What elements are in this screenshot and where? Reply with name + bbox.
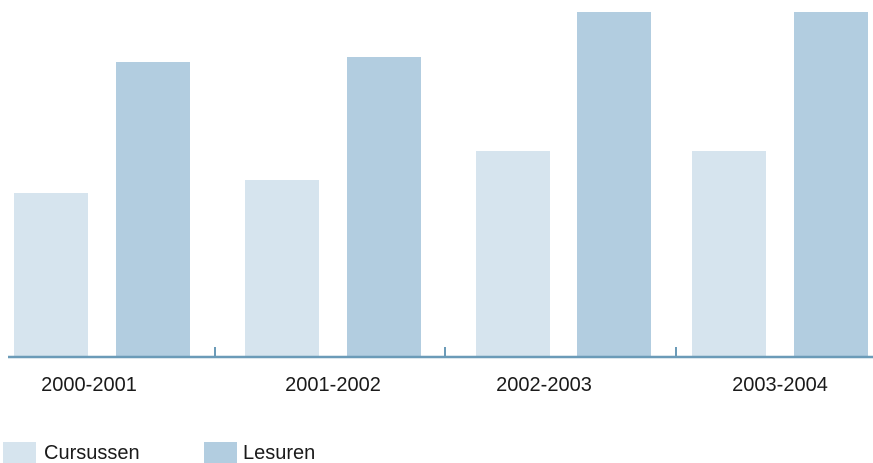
bar-cursussen-2000-2001: [14, 193, 88, 357]
x-tick-labels: 2000-2001 2001-2002 2002-2003 2003-2004: [41, 374, 828, 396]
legend: Cursussen Lesuren: [3, 442, 315, 463]
bar-lesuren-2000-2001: [116, 62, 190, 357]
bar-cursussen-2001-2002: [245, 180, 319, 357]
bar-lesuren-2003-2004: [794, 12, 868, 357]
x-tick-label: 2003-2004: [732, 374, 828, 396]
legend-label-lesuren: Lesuren: [243, 442, 315, 463]
bar-cursussen-2003-2004: [692, 151, 766, 357]
x-tick-label: 2000-2001: [41, 374, 137, 396]
legend-swatch-lesuren: [204, 442, 237, 463]
x-axis: [8, 347, 873, 359]
legend-swatch-cursussen: [3, 442, 36, 463]
x-tick-label: 2002-2003: [496, 374, 592, 396]
x-tick-label: 2001-2002: [285, 374, 381, 396]
legend-label-cursussen: Cursussen: [44, 442, 140, 463]
bars-group: [14, 12, 868, 357]
bar-lesuren-2001-2002: [347, 57, 421, 357]
bar-cursussen-2002-2003: [476, 151, 550, 357]
bar-lesuren-2002-2003: [577, 12, 651, 357]
